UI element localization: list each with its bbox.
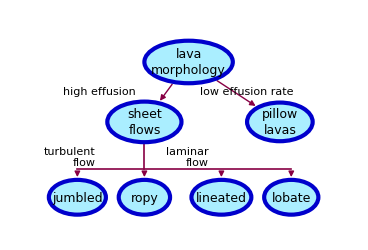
Text: jumbled: jumbled: [52, 191, 103, 204]
Text: low effusion rate: low effusion rate: [200, 86, 294, 97]
Text: lobate: lobate: [272, 191, 311, 204]
Ellipse shape: [107, 102, 181, 142]
Text: turbulent
flow: turbulent flow: [44, 146, 96, 168]
Text: lineated: lineated: [196, 191, 247, 204]
Text: high effusion: high effusion: [63, 86, 136, 97]
Ellipse shape: [119, 180, 170, 215]
Text: ropy: ropy: [131, 191, 158, 204]
Text: lava
morphology: lava morphology: [151, 48, 226, 77]
Ellipse shape: [264, 180, 318, 215]
Text: laminar
flow: laminar flow: [166, 146, 209, 168]
Ellipse shape: [49, 180, 106, 215]
Text: sheet
flows: sheet flows: [127, 108, 162, 137]
Ellipse shape: [144, 42, 233, 84]
Ellipse shape: [191, 180, 251, 215]
Text: pillow
lavas: pillow lavas: [262, 108, 298, 137]
Ellipse shape: [247, 103, 313, 142]
